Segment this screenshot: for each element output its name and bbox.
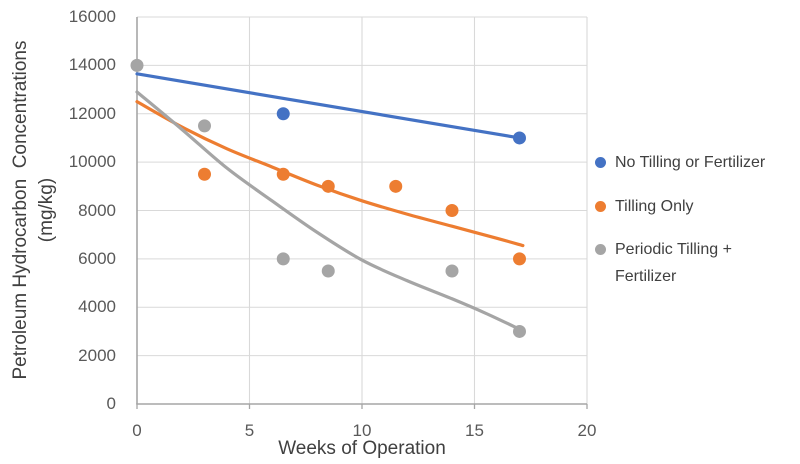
trend-line-series-1 [135, 100, 525, 248]
legend-entry-0: No Tilling or Fertilizer [595, 149, 765, 176]
data-point-series-2 [130, 58, 144, 72]
data-point-series-0 [513, 131, 526, 145]
data-point-series-1 [389, 179, 403, 193]
data-point-series-2 [321, 264, 335, 278]
x-axis-tick-label: 15 [465, 421, 484, 440]
legend-dot-icon [595, 201, 606, 212]
trend-line-series-2 [135, 90, 524, 332]
y-axis-tick-label: 0 [106, 394, 116, 413]
legend-dot-icon [595, 244, 606, 255]
data-point-series-1 [321, 179, 335, 193]
trend-line-series-0 [135, 72, 522, 140]
y-axis-tick-label: 8000 [78, 200, 116, 220]
legend-dot-icon [595, 157, 606, 168]
x-axis-tick-label: 5 [244, 421, 255, 440]
data-point-series-1 [276, 167, 290, 181]
y-axis-tick-label: 10000 [68, 152, 116, 172]
y-axis-tick-label: 6000 [78, 248, 116, 268]
data-point-series-0 [276, 107, 290, 121]
y-axis-title: Petroleum Hydrocarbon Concentrations (mg… [8, 40, 60, 379]
y-axis-title-line1: Petroleum Hydrocarbon Concentrations [10, 40, 31, 380]
legend-label: Tilling Only [615, 198, 694, 215]
y-axis-title-line2: (mg/kg) [36, 177, 57, 243]
x-axis-tick-label: 10 [352, 421, 372, 440]
data-point-series-1 [198, 167, 211, 181]
legend-entry-1: Tilling Only [595, 193, 694, 220]
y-axis-tick-label: 2000 [78, 345, 116, 365]
data-point-series-2 [198, 119, 211, 133]
x-axis-tick-label: 20 [577, 421, 597, 440]
data-point-series-2 [445, 264, 459, 278]
data-point-series-1 [513, 252, 526, 266]
x-axis-title: Weeks of Operation [278, 438, 446, 459]
data-point-series-2 [276, 252, 290, 266]
x-axis-tick-label: 0 [132, 421, 142, 440]
y-axis-tick-label: 12000 [68, 103, 116, 123]
legend-label: No Tilling or Fertilizer [615, 154, 766, 171]
legend-entry-2: Periodic Tilling + Fertilizer [595, 236, 732, 290]
data-point-series-2 [513, 324, 526, 338]
data-point-series-1 [445, 204, 459, 217]
legend-label: Periodic Tilling + Fertilizer [615, 241, 732, 285]
y-axis-tick-label: 14000 [68, 55, 116, 75]
y-axis-tick-label: 4000 [78, 297, 116, 317]
y-axis-tick-label: 16000 [68, 7, 116, 26]
